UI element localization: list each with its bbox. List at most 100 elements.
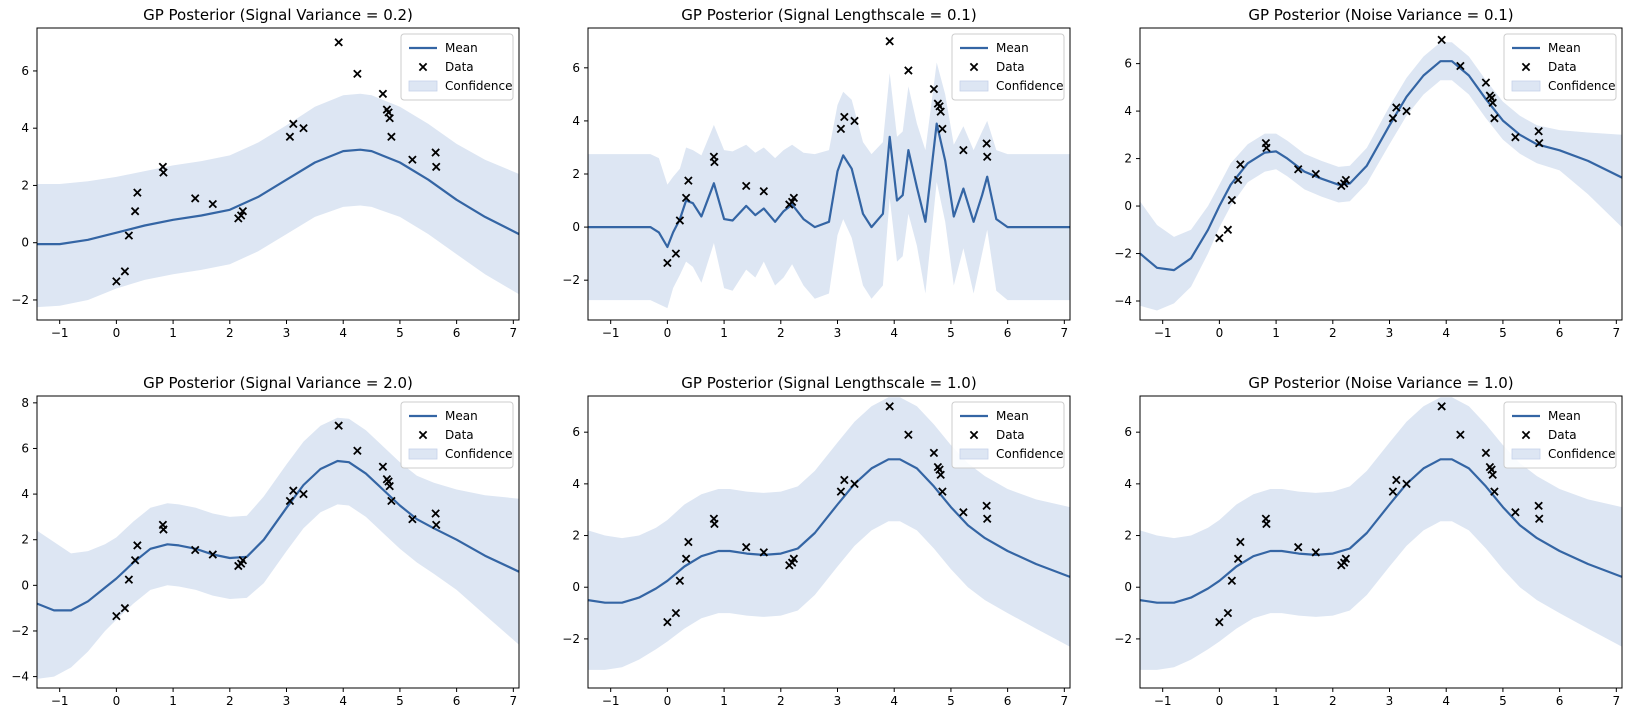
- data-point-marker: [1402, 106, 1411, 116]
- data-point-marker: [1456, 61, 1465, 71]
- data-point-marker: [1227, 576, 1237, 585]
- data-point-marker: [1488, 470, 1497, 480]
- data-point-marker: [936, 470, 945, 480]
- data-point-marker: [190, 194, 200, 203]
- y-tick-label: 0: [21, 578, 29, 592]
- data-point-marker: [1534, 127, 1543, 136]
- data-point-marker: [387, 496, 396, 506]
- y-tick-label: 6: [21, 441, 29, 455]
- chart-title: GP Posterior (Signal Variance = 0.2): [143, 6, 413, 24]
- data-point-marker: [1341, 175, 1351, 185]
- legend-label: Mean: [1548, 41, 1581, 55]
- x-tick-label: 5: [1499, 694, 1507, 708]
- data-point-marker: [387, 132, 396, 142]
- data-point-marker: [1388, 113, 1398, 123]
- data-point-marker: [133, 188, 142, 197]
- data-point-marker: [334, 38, 343, 47]
- y-tick-label: 2: [572, 167, 580, 181]
- y-tick-label: 2: [1124, 152, 1132, 166]
- data-point-marker: [1511, 508, 1520, 517]
- data-point-marker: [353, 446, 362, 455]
- data-point-marker: [1534, 138, 1544, 148]
- legend: Mean Data Confidence: [1503, 401, 1617, 469]
- y-tick-label: 6: [572, 425, 580, 439]
- data-point-marker: [840, 475, 849, 485]
- legend-label: Confidence: [1548, 447, 1615, 461]
- x-tick-label: −1: [602, 326, 620, 340]
- data-point-marker: [1488, 98, 1497, 108]
- y-tick-label: 6: [21, 64, 29, 78]
- x-tick-label: 0: [113, 326, 121, 340]
- data-point-marker: [663, 617, 672, 627]
- x-tick-label: 0: [1216, 326, 1224, 340]
- x-tick-label: 2: [1329, 694, 1337, 708]
- legend-data-swatch: [418, 62, 428, 72]
- data-point-marker: [1262, 519, 1271, 529]
- data-point-marker: [929, 448, 939, 458]
- y-tick-label: 4: [1124, 477, 1132, 491]
- y-tick-label: 4: [572, 477, 580, 491]
- x-tick-label: 4: [339, 694, 347, 708]
- plot-area: [1140, 397, 1622, 670]
- mean-line: [1140, 60, 1622, 272]
- data-point-marker: [1223, 225, 1233, 235]
- legend-confidence-swatch: [408, 448, 438, 460]
- x-tick-label: 4: [1442, 326, 1450, 340]
- legend-confidence-swatch: [959, 80, 989, 92]
- y-tick-label: 4: [572, 114, 580, 128]
- data-point-marker: [408, 155, 417, 164]
- data-point-marker: [1392, 103, 1401, 112]
- chart-panel-2: −1 0 1 2 3 4 5 6 7 −2 0 2 4 6 GP Posterior (Signal Len…: [562, 6, 1071, 340]
- legend-confidence-swatch: [959, 448, 989, 460]
- data-point-marker: [431, 162, 441, 172]
- x-tick-label: 1: [720, 326, 728, 340]
- data-point-marker: [120, 267, 130, 276]
- mean-line: [588, 458, 1070, 604]
- x-tick-label: 7: [1613, 694, 1621, 708]
- x-tick-label: 7: [510, 694, 518, 708]
- y-tick-label: 2: [1124, 529, 1132, 543]
- data-point-marker: [1223, 608, 1233, 618]
- legend-label: Confidence: [445, 447, 512, 461]
- data-point-marker: [1534, 501, 1543, 511]
- legend-label: Mean: [445, 409, 478, 423]
- data-point-marker: [671, 608, 681, 618]
- data-point-marker: [741, 542, 751, 552]
- data-point-marker: [982, 139, 991, 148]
- data-point-marker: [929, 84, 939, 94]
- x-tick-label: 3: [1386, 694, 1394, 708]
- legend: Mean Data Confidence: [1503, 33, 1617, 101]
- legend: Mean Data Confidence: [400, 33, 514, 101]
- data-point-marker: [124, 231, 134, 240]
- data-point-marker: [1534, 514, 1544, 523]
- y-tick-label: 0: [21, 236, 29, 250]
- axes-frame: [36, 27, 520, 321]
- data-point-marker: [1392, 475, 1401, 485]
- legend-data-swatch: [969, 62, 979, 72]
- data-point-marker: [1311, 169, 1321, 179]
- data-point-marker: [378, 89, 388, 99]
- x-tick-label: 3: [283, 326, 291, 340]
- data-point-marker: [1511, 132, 1520, 142]
- data-point-marker: [1233, 554, 1243, 564]
- y-tick-label: 0: [1124, 199, 1132, 213]
- y-tick-label: −2: [11, 624, 29, 638]
- data-point-marker: [238, 556, 248, 565]
- chart-panel-6: −1 0 1 2 3 4 5 6 7 −2 0 2 4 6 GP Posterior (Noise Vari…: [1114, 374, 1623, 708]
- axes-frame: [36, 395, 520, 689]
- legend-label: Data: [1548, 428, 1577, 442]
- x-tick-label: 4: [890, 694, 898, 708]
- data-point-marker: [1311, 548, 1321, 557]
- x-tick-label: 6: [453, 694, 461, 708]
- x-tick-label: 6: [1004, 326, 1012, 340]
- legend-label: Data: [996, 60, 1025, 74]
- y-tick-label: 0: [572, 580, 580, 594]
- data-point-marker: [671, 249, 681, 258]
- chart-panel-5: −1 0 1 2 3 4 5 6 7 −2 0 2 4 6 GP Posterior (Signal Len…: [562, 374, 1071, 708]
- data-point-marker: [431, 148, 440, 157]
- legend-label: Data: [996, 428, 1025, 442]
- confidence-band: [588, 397, 1070, 670]
- x-tick-label: 4: [890, 326, 898, 340]
- data-point-marker: [759, 548, 769, 557]
- chart-title: GP Posterior (Signal Lengthscale = 0.1): [681, 6, 976, 24]
